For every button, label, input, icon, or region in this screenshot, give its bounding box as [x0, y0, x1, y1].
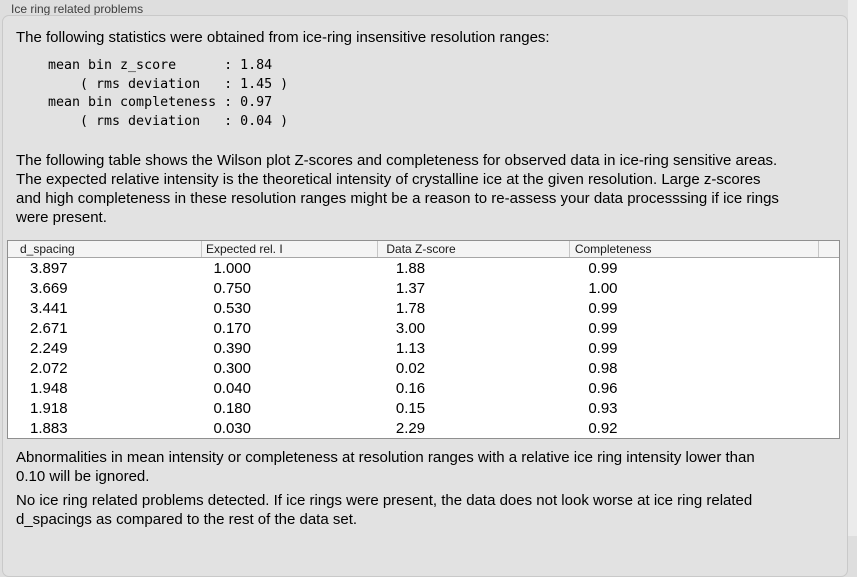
table-cell: 0.15 — [395, 399, 426, 417]
stats-summary-block: mean bin z_score : 1.84 ( rms deviation … — [48, 58, 289, 130]
table-cell: 0.040 — [213, 379, 251, 397]
table-body: 3.897 1.000 1.88 0.99 3.669 0.750 1.37 1.00 3.44… — [8, 258, 839, 439]
column-header[interactable]: d_spacing — [8, 241, 202, 258]
table-cell: 1.78 — [395, 299, 426, 317]
table-cell: 0.99 — [588, 299, 618, 317]
table-cell: 0.98 — [588, 359, 618, 377]
column-header[interactable]: Completeness — [568, 241, 819, 258]
table-cell-filler — [819, 378, 839, 398]
page-background-strip — [848, 0, 857, 536]
table-cell-filler — [819, 358, 839, 378]
table-cell-filler — [819, 318, 839, 338]
ignore-threshold-note-text: Abnormalities in mean intensity or compl… — [16, 449, 755, 485]
ice-ring-data-table: d_spacing Expected rel. I Data Z-score Comp… — [8, 241, 839, 438]
table-description-text: The following table shows the Wilson plo… — [16, 152, 779, 226]
table-cell: 0.16 — [395, 379, 426, 397]
table-cell: 0.02 — [395, 359, 426, 377]
table-row[interactable]: 1.883 0.030 2.29 0.92 — [8, 418, 839, 438]
table-row[interactable]: 3.669 0.750 1.37 1.00 — [8, 278, 839, 298]
table-cell: 0.92 — [588, 419, 618, 437]
table-cell: 0.030 — [213, 419, 251, 437]
table-cell: 2.249 — [30, 339, 68, 357]
table-cell: 0.99 — [588, 259, 618, 277]
table-cell: 0.750 — [213, 279, 251, 297]
table-cell: 0.530 — [213, 299, 251, 317]
table-cell-filler — [819, 298, 839, 318]
table-header-row: d_spacing Expected rel. I Data Z-score Comp… — [8, 241, 839, 258]
panel-title: Ice ring related problems — [11, 2, 144, 16]
table-cell: 1.883 — [30, 419, 68, 437]
conclusion-text: No ice ring related problems detected. I… — [16, 492, 753, 528]
table-cell: 1.37 — [395, 279, 426, 297]
table-row[interactable]: 2.072 0.300 0.02 0.98 — [8, 358, 839, 378]
table-cell: 2.671 — [30, 319, 68, 337]
table-cell: 0.180 — [213, 399, 251, 417]
table-row[interactable]: 3.897 1.000 1.88 0.99 — [8, 258, 839, 279]
table-cell: 3.669 — [30, 279, 68, 297]
table-row[interactable]: 2.671 0.170 3.00 0.99 — [8, 318, 839, 338]
table-row[interactable]: 1.918 0.180 0.15 0.93 — [8, 398, 839, 418]
table-cell: 0.99 — [588, 319, 618, 337]
table-cell-filler — [819, 278, 839, 298]
table-cell: 0.93 — [588, 399, 618, 417]
table-cell: 2.072 — [30, 359, 68, 377]
table-cell: 1.88 — [395, 259, 426, 277]
table-cell: 3.00 — [395, 319, 426, 337]
table-cell: 1.00 — [588, 279, 618, 297]
table-cell: 0.300 — [213, 359, 251, 377]
table-row[interactable]: 3.441 0.530 1.78 0.99 — [8, 298, 839, 318]
table-cell-filler — [819, 398, 839, 418]
table-cell: 2.29 — [395, 419, 426, 437]
table-cell: 0.390 — [213, 339, 251, 357]
table-row[interactable]: 1.948 0.040 0.16 0.96 — [8, 378, 839, 398]
table-cell-filler — [819, 258, 839, 279]
table-cell-filler — [819, 338, 839, 358]
table-cell: 1.948 — [30, 379, 68, 397]
stats-intro-text: The following statistics were obtained f… — [16, 29, 550, 46]
table-cell-filler — [819, 418, 839, 438]
table-cell: 0.170 — [213, 319, 251, 337]
column-header-filler — [818, 241, 839, 258]
table-cell: 0.96 — [588, 379, 618, 397]
table-cell: 1.918 — [30, 399, 68, 417]
column-header[interactable]: Expected rel. I — [200, 241, 378, 258]
column-header[interactable]: Data Z-score — [377, 241, 570, 258]
table-row[interactable]: 2.249 0.390 1.13 0.99 — [8, 338, 839, 358]
table-cell: 0.99 — [588, 339, 618, 357]
table-cell: 3.441 — [30, 299, 68, 317]
ice-ring-table[interactable]: d_spacing Expected rel. I Data Z-score Comp… — [7, 240, 840, 439]
table-cell: 1.13 — [395, 339, 426, 357]
table-cell: 3.897 — [30, 259, 68, 277]
table-cell: 1.000 — [213, 259, 251, 277]
